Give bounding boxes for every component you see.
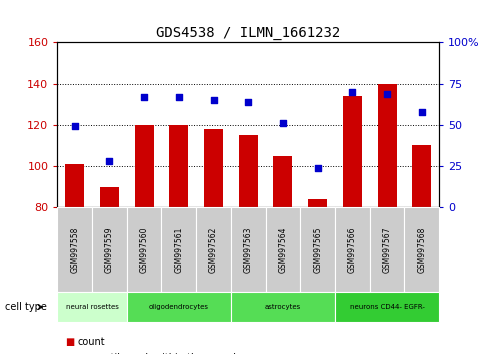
- Bar: [135, 125, 154, 207]
- Text: GSM997566: GSM997566: [348, 226, 357, 273]
- Point: [105, 158, 113, 164]
- Bar: [378, 84, 397, 207]
- Text: GSM997565: GSM997565: [313, 226, 322, 273]
- Bar: [273, 156, 292, 207]
- Bar: [412, 145, 431, 207]
- Point: [244, 99, 252, 104]
- Point: [140, 94, 148, 99]
- Text: GSM997568: GSM997568: [417, 226, 426, 273]
- Point: [71, 124, 79, 129]
- Text: neurons CD44- EGFR-: neurons CD44- EGFR-: [350, 304, 425, 310]
- Text: GSM997567: GSM997567: [383, 226, 392, 273]
- Text: oligodendrocytes: oligodendrocytes: [149, 304, 209, 310]
- Bar: [100, 187, 119, 207]
- Point: [279, 120, 287, 126]
- Point: [175, 94, 183, 99]
- Text: GSM997563: GSM997563: [244, 226, 253, 273]
- Text: count: count: [77, 337, 105, 347]
- Text: astrocytes: astrocytes: [265, 304, 301, 310]
- Point: [383, 91, 391, 96]
- Text: GSM997562: GSM997562: [209, 226, 218, 273]
- Text: GSM997559: GSM997559: [105, 226, 114, 273]
- Point: [348, 89, 356, 95]
- Bar: [308, 199, 327, 207]
- Point: [314, 165, 322, 170]
- Text: GSM997560: GSM997560: [140, 226, 149, 273]
- Text: neural rosettes: neural rosettes: [66, 304, 119, 310]
- Bar: [65, 164, 84, 207]
- Text: ■: ■: [65, 337, 74, 347]
- Text: cell type: cell type: [5, 302, 47, 312]
- Bar: [239, 135, 258, 207]
- Bar: [343, 96, 362, 207]
- Text: GSM997561: GSM997561: [174, 226, 183, 273]
- Text: GSM997558: GSM997558: [70, 226, 79, 273]
- Bar: [204, 129, 223, 207]
- Point: [210, 97, 218, 103]
- Text: ■: ■: [65, 353, 74, 354]
- Text: percentile rank within the sample: percentile rank within the sample: [77, 353, 243, 354]
- Text: GSM997564: GSM997564: [278, 226, 287, 273]
- Bar: [169, 125, 189, 207]
- Title: GDS4538 / ILMN_1661232: GDS4538 / ILMN_1661232: [156, 26, 340, 40]
- Point: [418, 109, 426, 114]
